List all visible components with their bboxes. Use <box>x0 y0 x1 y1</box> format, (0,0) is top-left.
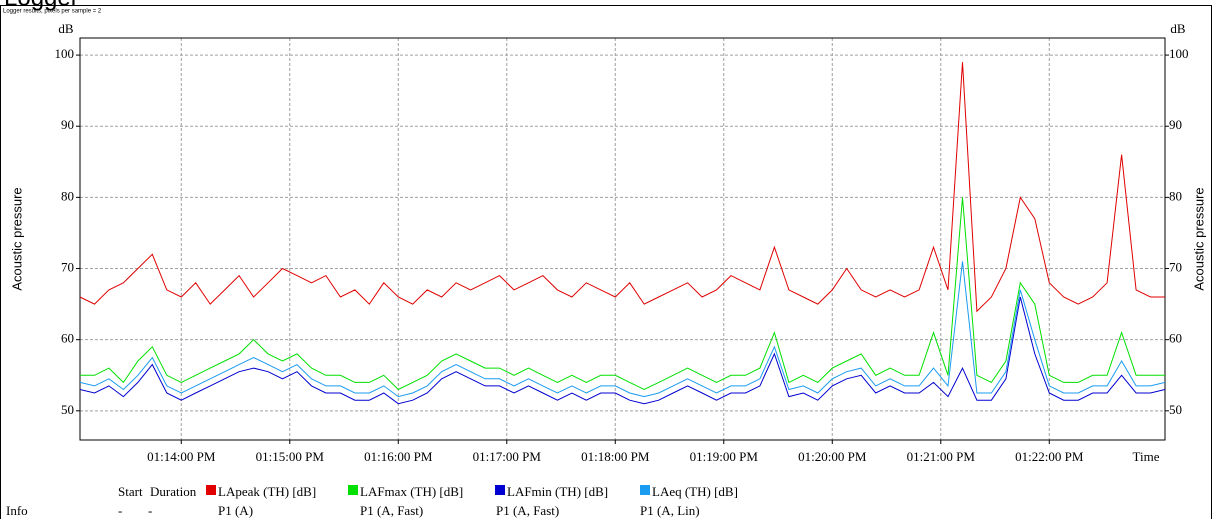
x-tick-label: 01:17:00 PM <box>473 449 542 464</box>
y-unit-right: dB <box>1170 21 1186 36</box>
legend-info: P1 (A, Fast) <box>360 503 423 518</box>
x-tick-label: 01:15:00 PM <box>256 449 325 464</box>
series-line <box>79 62 1165 313</box>
x-axis-label: Time <box>1133 449 1160 464</box>
y-tick-label: 80 <box>61 188 74 203</box>
y-tick-label: 100 <box>1169 46 1189 61</box>
legend-column-duration: Duration <box>150 484 197 499</box>
legend-label: LApeak (TH) [dB] <box>218 484 316 499</box>
legend-info: P1 (A) <box>218 503 253 518</box>
x-tick-label: 01:14:00 PM <box>147 449 216 464</box>
legend-swatch <box>348 485 358 495</box>
y-axis-label-left: Acoustic pressure <box>9 187 24 290</box>
legend-label: LAFmin (TH) [dB] <box>507 484 608 499</box>
legend-info: - <box>118 503 122 518</box>
y-unit-left: dB <box>58 21 74 36</box>
y-tick-label: 90 <box>1169 117 1182 132</box>
legend-info: - <box>148 503 152 518</box>
x-tick-label: 01:16:00 PM <box>364 449 433 464</box>
plot-frame <box>79 37 1166 441</box>
y-tick-label: 60 <box>1169 331 1182 346</box>
series-line <box>79 261 1166 398</box>
y-tick-label: 70 <box>61 260 74 275</box>
legend-label: LAFmax (TH) [dB] <box>360 484 463 499</box>
y-tick-label: 90 <box>61 117 74 132</box>
legend-info: P1 (A, Lin) <box>640 503 700 518</box>
legend-swatch <box>495 485 505 495</box>
x-tick-label: 01:20:00 PM <box>798 449 867 464</box>
x-tick-label: 01:18:00 PM <box>581 449 650 464</box>
x-tick-label: 01:19:00 PM <box>690 449 759 464</box>
y-tick-label: 80 <box>1169 188 1182 203</box>
legend-label: LAeq (TH) [dB] <box>652 484 738 499</box>
y-tick-label: 60 <box>61 331 74 346</box>
y-tick-label: 100 <box>55 46 75 61</box>
legend-column-start: Start <box>118 484 143 499</box>
legend-swatch <box>206 485 216 495</box>
x-tick-label: 01:21:00 PM <box>907 449 976 464</box>
y-axis-label-right: Acoustic pressure <box>1191 187 1206 290</box>
chart-subtitle: Logger results, pixels per sample = 2 <box>3 9 102 15</box>
y-tick-label: 70 <box>1169 260 1182 275</box>
y-tick-label: 50 <box>61 402 74 417</box>
x-tick-label: 01:22:00 PM <box>1015 449 1084 464</box>
series-line <box>80 197 1165 391</box>
legend-info-label: Info <box>6 503 28 518</box>
series-line <box>79 296 1166 405</box>
legend-info: P1 (A, Fast) <box>496 503 559 518</box>
y-tick-label: 50 <box>1169 402 1182 417</box>
legend-swatch <box>640 485 650 495</box>
